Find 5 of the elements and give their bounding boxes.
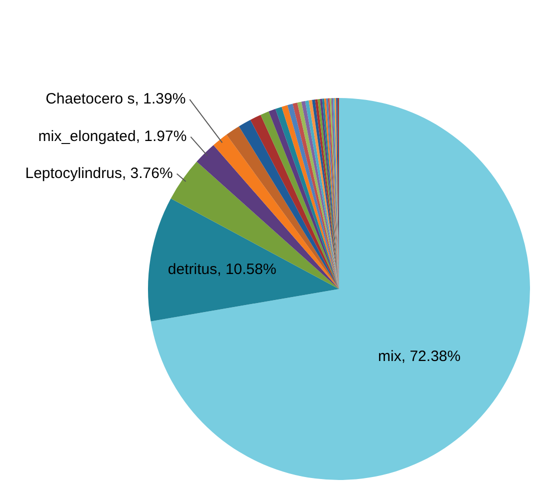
slice-label: mix, 72.38% (378, 348, 461, 365)
slice-label: Chaetocero s, 1.39% (46, 90, 186, 108)
slice-label: mix_elongated, 1.97% (38, 128, 187, 145)
slice-label: Leptocylindrus, 3.76% (25, 164, 173, 182)
slice-label: detritus, 10.58% (168, 261, 276, 278)
